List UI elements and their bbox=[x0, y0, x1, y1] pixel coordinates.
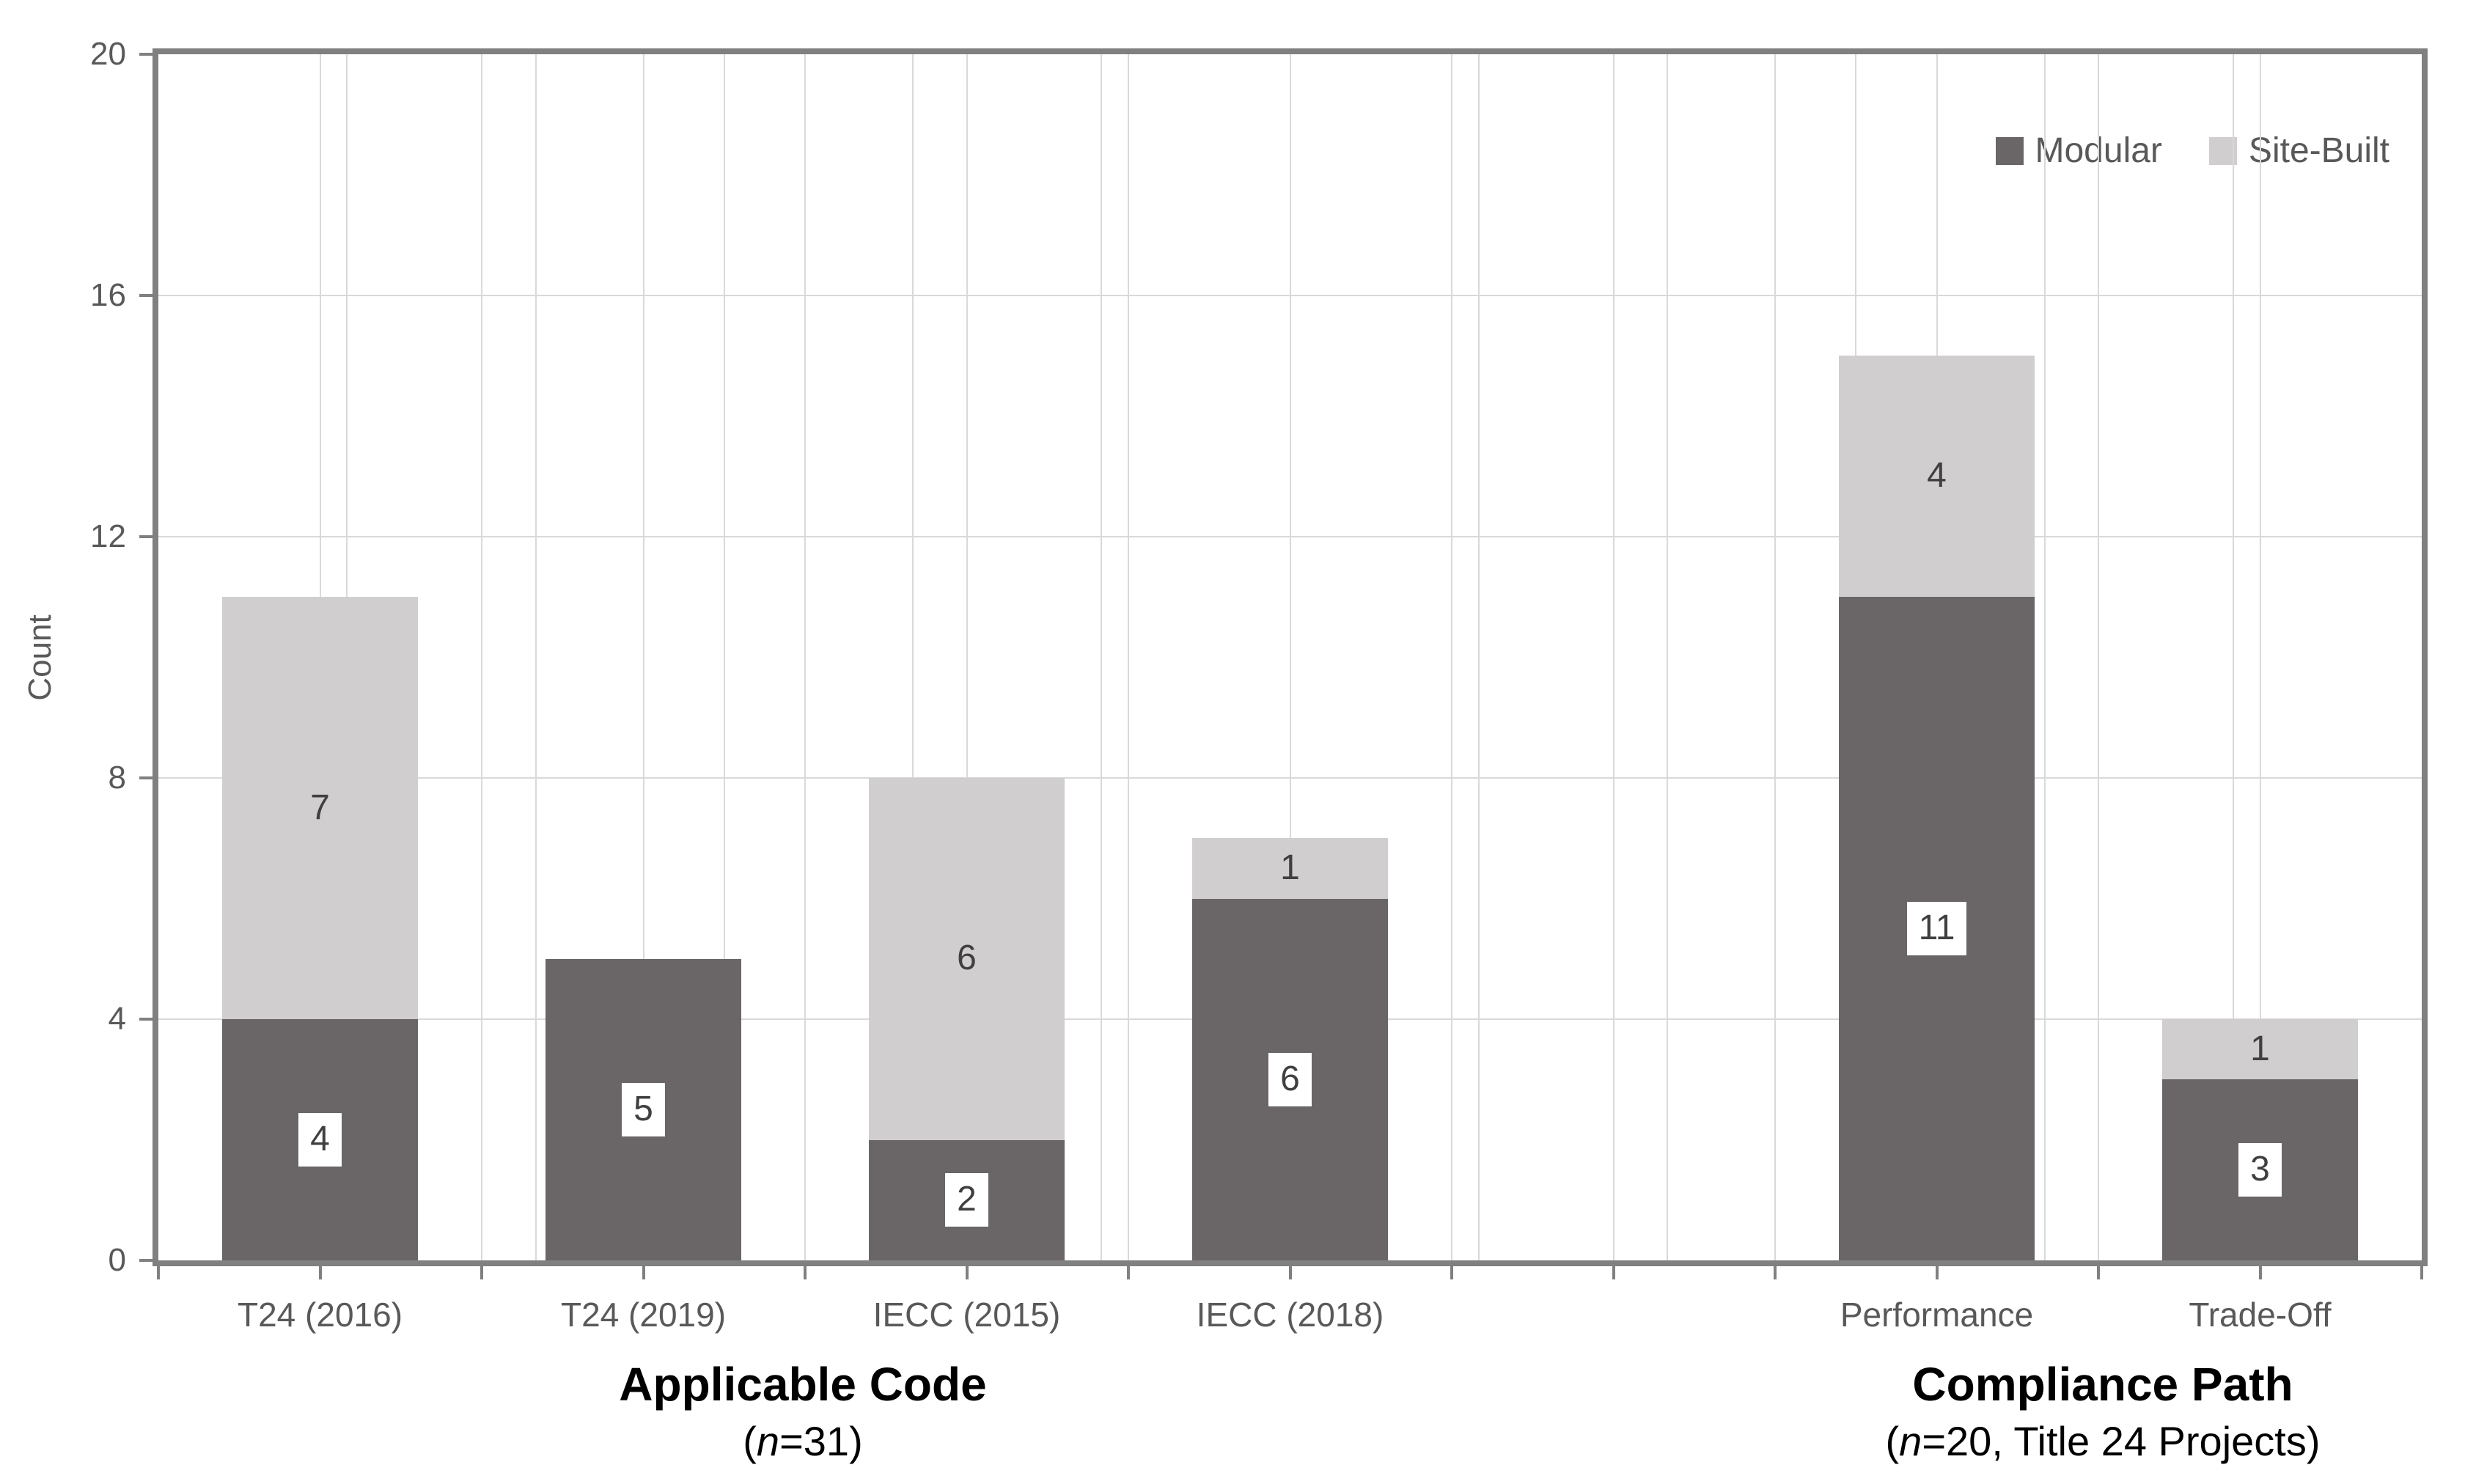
subtitle-n-italic: n bbox=[756, 1418, 780, 1464]
x-tick-mark bbox=[1935, 1266, 1939, 1279]
vertical-gridline bbox=[534, 54, 537, 1260]
y-tick-mark bbox=[139, 776, 153, 779]
y-axis-title: Count bbox=[22, 614, 58, 701]
vertical-gridline bbox=[1774, 54, 1776, 1260]
x-tick-mark bbox=[1774, 1266, 1777, 1279]
group-title-applicable-code: Applicable Code bbox=[619, 1358, 987, 1411]
legend-label-site-built: Site-Built bbox=[2248, 131, 2389, 170]
subtitle-n-italic: n bbox=[1899, 1418, 1922, 1464]
vertical-gridline bbox=[1667, 54, 1668, 1260]
vertical-gridline bbox=[1289, 54, 1291, 1260]
x-tick-mark bbox=[804, 1266, 807, 1279]
bar-value-label: 2 bbox=[945, 1173, 988, 1227]
vertical-gridline bbox=[723, 54, 725, 1260]
y-tick-mark bbox=[139, 1259, 153, 1262]
bar-segment-T24 (2019)-Modular: 5 bbox=[545, 958, 741, 1260]
group-subtitle-applicable-code: (n=31) bbox=[743, 1421, 862, 1462]
vertical-gridline bbox=[1612, 54, 1614, 1260]
bar-value-label: 3 bbox=[2238, 1143, 2282, 1197]
y-tick-label: 8 bbox=[108, 760, 126, 796]
vertical-gridline bbox=[1128, 54, 1129, 1260]
y-tick-label: 20 bbox=[90, 36, 126, 72]
vertical-gridline bbox=[1101, 54, 1103, 1260]
x-tick-mark bbox=[1612, 1266, 1615, 1279]
bar-segment-Trade-Off-Site-Built: 1 bbox=[2162, 1019, 2358, 1080]
category-label-Trade-Off: Trade-Off bbox=[2189, 1296, 2332, 1334]
y-tick-mark bbox=[139, 294, 153, 297]
bar-segment-IECC (2015)-Modular: 2 bbox=[869, 1139, 1065, 1260]
y-tick-mark bbox=[139, 53, 153, 56]
vertical-gridline bbox=[2098, 54, 2099, 1260]
bar-segment-Performance-Site-Built: 4 bbox=[1839, 356, 2035, 598]
y-tick-mark bbox=[139, 1018, 153, 1021]
bar-value-label: 6 bbox=[957, 938, 977, 978]
vertical-gridline bbox=[2259, 54, 2261, 1260]
vertical-gridline bbox=[2043, 54, 2046, 1260]
y-tick-label: 12 bbox=[90, 518, 126, 554]
bar-segment-Performance-Modular: 11 bbox=[1839, 597, 2035, 1260]
vertical-gridline bbox=[966, 54, 968, 1260]
plot-area: Modular Site-Built 4 7 5 2 6 6 1 11 4 3 1 bbox=[153, 48, 2428, 1266]
y-tick-label: 16 bbox=[90, 277, 126, 313]
bar-value-label: 7 bbox=[310, 787, 330, 827]
x-tick-mark bbox=[1288, 1266, 1292, 1279]
y-tick-label: 0 bbox=[108, 1242, 126, 1278]
vertical-gridline bbox=[642, 54, 644, 1260]
category-label-T24 (2016): T24 (2016) bbox=[237, 1296, 403, 1334]
bar-value-label: 11 bbox=[1906, 902, 1967, 956]
category-label-Performance: Performance bbox=[1840, 1296, 2034, 1334]
group-subtitle-compliance-path: (n=20, Title 24 Projects) bbox=[1886, 1421, 2321, 1462]
x-tick-mark bbox=[2097, 1266, 2100, 1279]
bar-segment-IECC (2018)-Modular: 6 bbox=[1192, 898, 1388, 1260]
bar-value-label: 6 bbox=[1268, 1052, 1312, 1106]
bar-segment-IECC (2018)-Site-Built: 1 bbox=[1192, 838, 1388, 899]
bar-value-label: 5 bbox=[622, 1082, 665, 1136]
legend: Modular Site-Built bbox=[1995, 131, 2389, 170]
x-tick-mark bbox=[157, 1266, 160, 1279]
modular-swatch-icon bbox=[1995, 137, 2024, 165]
vertical-gridline bbox=[912, 54, 914, 1260]
vertical-gridline bbox=[481, 54, 482, 1260]
site-built-swatch-icon bbox=[2208, 137, 2237, 165]
x-tick-mark bbox=[2258, 1266, 2262, 1279]
bar-value-label: 1 bbox=[1280, 848, 1300, 887]
x-tick-mark bbox=[1450, 1266, 1453, 1279]
legend-item-site-built: Site-Built bbox=[2208, 131, 2389, 170]
legend-item-modular: Modular bbox=[1995, 133, 2162, 169]
bar-segment-IECC (2015)-Site-Built: 6 bbox=[869, 778, 1065, 1140]
category-label-T24 (2019): T24 (2019) bbox=[560, 1296, 727, 1334]
plot-inner: Modular Site-Built 4 7 5 2 6 6 1 11 4 3 1 bbox=[158, 54, 2422, 1260]
x-tick-mark bbox=[318, 1266, 322, 1279]
subtitle-text: ( bbox=[743, 1418, 757, 1464]
vertical-gridline bbox=[2232, 54, 2234, 1260]
x-tick-mark bbox=[1127, 1266, 1130, 1279]
bar-segment-T24 (2016)-Site-Built: 7 bbox=[222, 597, 418, 1019]
category-label-IECC (2018): IECC (2018) bbox=[1196, 1296, 1384, 1334]
y-tick-label: 4 bbox=[108, 1001, 126, 1037]
x-tick-mark bbox=[965, 1266, 969, 1279]
subtitle-text: ( bbox=[1885, 1418, 1900, 1464]
bar-value-label: 4 bbox=[298, 1113, 342, 1167]
group-title-compliance-path: Compliance Path bbox=[1912, 1358, 2293, 1411]
bar-value-label: 1 bbox=[2250, 1029, 2270, 1068]
x-tick-mark bbox=[480, 1266, 483, 1279]
x-tick-mark bbox=[642, 1266, 645, 1279]
vertical-gridline bbox=[1477, 54, 1480, 1260]
x-tick-mark bbox=[2420, 1266, 2423, 1279]
bar-value-label: 4 bbox=[1927, 456, 1947, 496]
y-tick-mark bbox=[139, 535, 153, 538]
bar-segment-Trade-Off-Modular: 3 bbox=[2162, 1079, 2358, 1260]
vertical-gridline bbox=[1451, 54, 1452, 1260]
bar-segment-T24 (2016)-Modular: 4 bbox=[222, 1019, 418, 1260]
subtitle-text: =31) bbox=[779, 1418, 863, 1464]
category-label-IECC (2015): IECC (2015) bbox=[873, 1296, 1061, 1334]
subtitle-text: =20, Title 24 Projects) bbox=[1922, 1418, 2321, 1464]
vertical-gridline bbox=[804, 54, 806, 1260]
